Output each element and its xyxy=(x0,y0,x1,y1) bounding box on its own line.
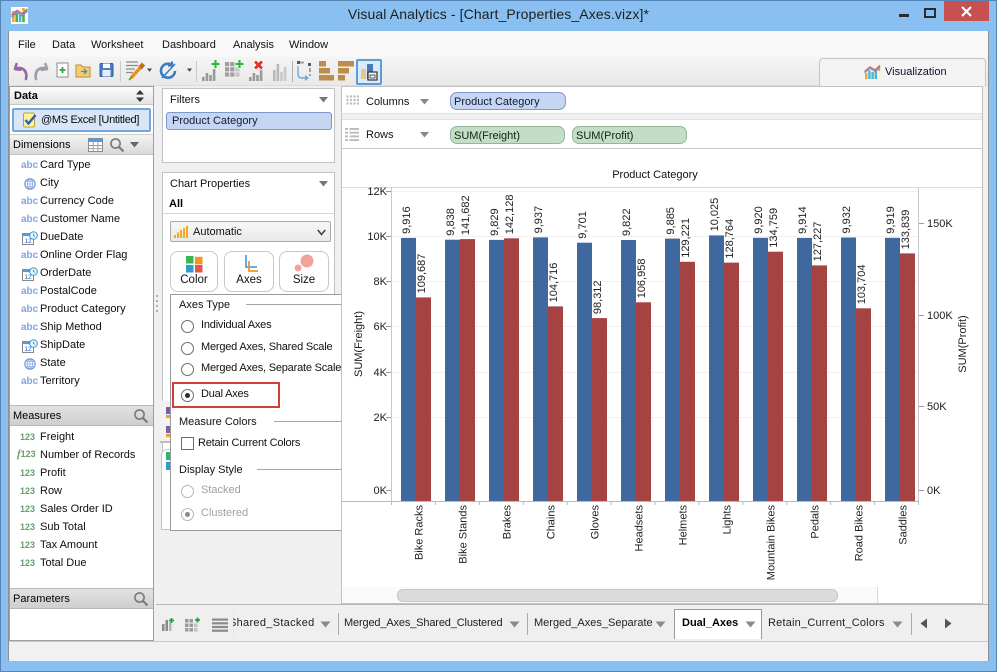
svg-text:12: 12 xyxy=(24,346,32,353)
svg-text:6K: 6K xyxy=(374,321,388,333)
svg-text:9,701: 9,701 xyxy=(577,211,589,239)
svg-text:0K: 0K xyxy=(374,485,388,497)
svg-text:8K: 8K xyxy=(374,276,388,288)
svg-text:Product Category: Product Category xyxy=(612,169,698,181)
svg-text:9,920: 9,920 xyxy=(753,206,765,234)
svg-text:127,227: 127,227 xyxy=(812,222,824,262)
svg-text:Bike Stands: Bike Stands xyxy=(458,505,470,564)
svg-text:9,937: 9,937 xyxy=(533,206,545,234)
svg-text:Bike Racks: Bike Racks xyxy=(414,505,426,561)
svg-text:10,025: 10,025 xyxy=(709,198,721,232)
svg-text:9,919: 9,919 xyxy=(885,206,897,234)
svg-text:50K: 50K xyxy=(927,401,947,413)
svg-text:9,885: 9,885 xyxy=(665,207,677,235)
svg-text:9,916: 9,916 xyxy=(401,206,413,234)
svg-text:104,716: 104,716 xyxy=(548,263,560,303)
svg-text:SUM(Freight): SUM(Freight) xyxy=(353,311,365,377)
svg-text:150K: 150K xyxy=(927,218,953,230)
svg-text:12: 12 xyxy=(24,274,32,281)
svg-text:9,838: 9,838 xyxy=(445,208,457,236)
svg-text:2K: 2K xyxy=(374,412,388,424)
svg-text:128,764: 128,764 xyxy=(724,219,736,259)
svg-text:9,822: 9,822 xyxy=(621,208,633,236)
svg-text:Headsets: Headsets xyxy=(634,505,646,552)
svg-text:Lights: Lights xyxy=(722,505,734,535)
svg-text:9,914: 9,914 xyxy=(797,206,809,234)
svg-text:103,704: 103,704 xyxy=(856,265,868,305)
svg-text:133,839: 133,839 xyxy=(900,210,912,250)
svg-text:Gloves: Gloves xyxy=(590,505,602,540)
svg-text:Road Bikes: Road Bikes xyxy=(854,505,866,562)
svg-text:109,687: 109,687 xyxy=(416,254,428,294)
svg-text:Chains: Chains xyxy=(546,505,558,540)
svg-text:4K: 4K xyxy=(374,367,388,379)
svg-text:Mountain Bikes: Mountain Bikes xyxy=(766,505,778,581)
svg-text:Helmets: Helmets xyxy=(678,505,690,546)
svg-text:10K: 10K xyxy=(367,231,387,243)
svg-text:Pedals: Pedals xyxy=(810,505,822,539)
svg-text:9,932: 9,932 xyxy=(841,206,853,234)
svg-text:100K: 100K xyxy=(927,310,953,322)
svg-text:106,958: 106,958 xyxy=(636,259,648,299)
svg-text:SUM(Profit): SUM(Profit) xyxy=(957,315,969,372)
svg-text:12: 12 xyxy=(24,238,32,245)
svg-text:134,759: 134,759 xyxy=(768,208,780,248)
svg-text:142,128: 142,128 xyxy=(504,195,516,235)
svg-text:9,829: 9,829 xyxy=(489,208,501,236)
svg-text:Brakes: Brakes xyxy=(502,505,514,540)
svg-text:Saddles: Saddles xyxy=(898,505,910,545)
svg-text:98,312: 98,312 xyxy=(592,280,604,314)
svg-text:141,682: 141,682 xyxy=(460,195,472,235)
svg-text:12K: 12K xyxy=(367,186,387,198)
svg-text:129,221: 129,221 xyxy=(680,218,692,258)
svg-text:0K: 0K xyxy=(927,485,941,497)
